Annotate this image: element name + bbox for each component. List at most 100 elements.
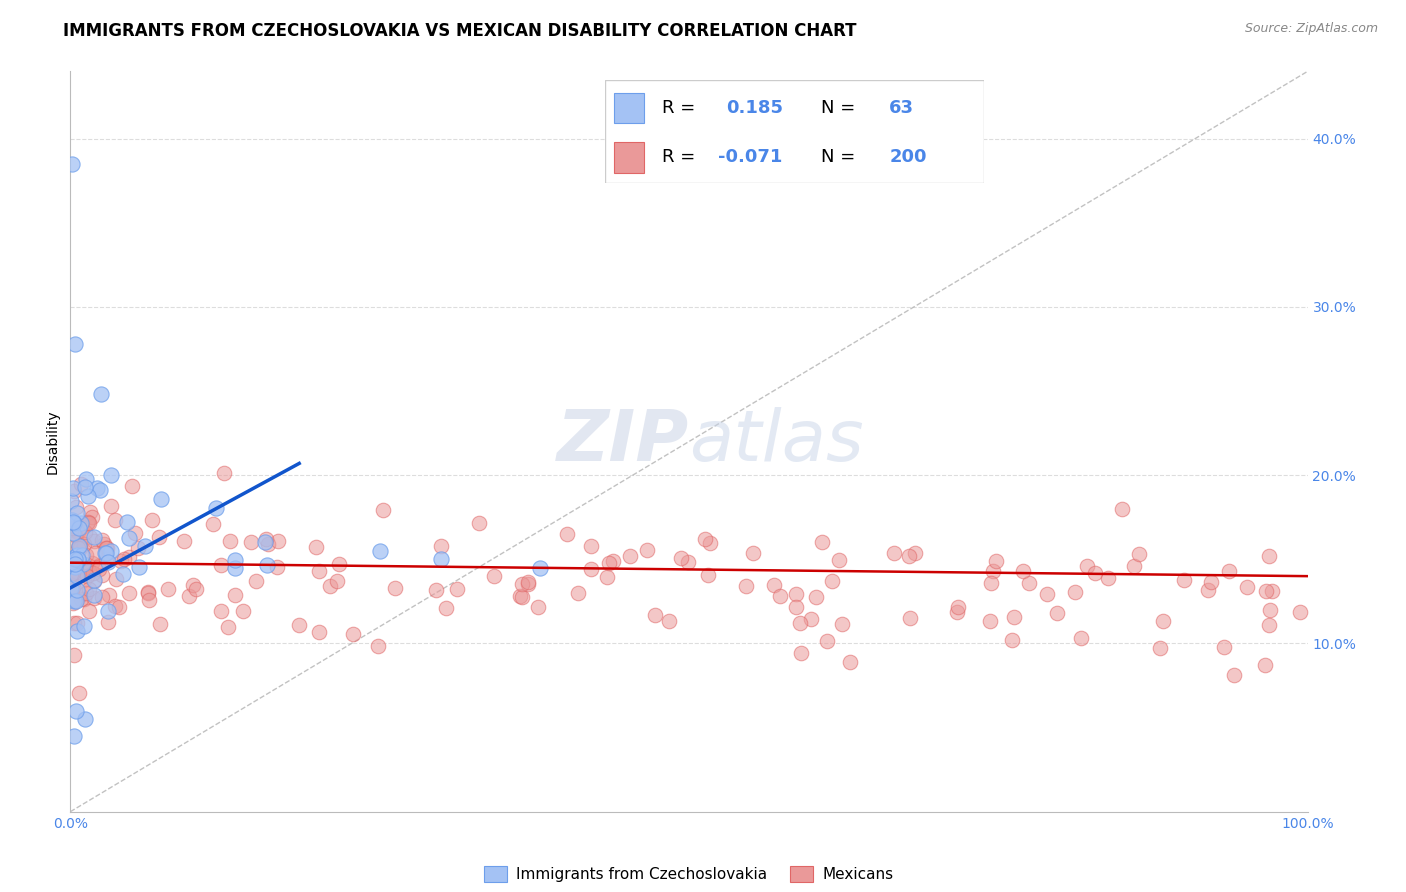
Point [517,576,540,591]
Point [70,548,93,562]
Point [83,588,105,602]
Point [104,513,127,527]
Point [1001,632,1024,647]
Point [83,574,105,588]
Point [66,615,89,630]
Point [60,513,83,527]
Point [66,554,89,568]
Point [1254,657,1277,672]
Point [82,566,104,580]
Point [66,552,89,566]
Point [596,570,619,584]
Point [86,481,108,495]
Point [1070,631,1092,645]
Point [1046,606,1069,620]
Point [1173,574,1195,588]
Point [256,558,278,572]
Point [73,559,96,574]
Point [128,559,150,574]
Point [598,556,620,570]
Point [579,539,602,553]
Point [62,594,84,608]
Text: -0.071: -0.071 [718,148,783,166]
Point [149,617,172,632]
Point [434,600,457,615]
Point [75,586,97,600]
Text: R =: R = [662,148,695,166]
Point [181,578,204,592]
Point [527,600,550,615]
Point [80,510,103,524]
Point [66,582,89,597]
Point [529,560,551,574]
Point [83,530,105,544]
Point [60,533,83,548]
Point [108,600,131,615]
Point [104,573,127,587]
Point [63,528,86,542]
Point [59,582,82,596]
Point [946,599,969,614]
Point [60,573,83,587]
Point [63,516,86,530]
Point [256,537,278,551]
Point [60,524,83,538]
Point [636,543,658,558]
Point [73,537,96,551]
Point [266,559,288,574]
Point [75,472,97,486]
Point [149,491,172,506]
Point [60,551,83,566]
Point [97,615,120,629]
Point [66,541,89,555]
Point [115,515,138,529]
Point [811,534,834,549]
Point [209,604,232,618]
Point [217,620,239,634]
Point [90,387,112,401]
Point [134,539,156,553]
Point [945,605,967,619]
Point [699,536,721,550]
Point [763,577,786,591]
Point [66,568,89,582]
Point [1289,605,1312,619]
Point [467,516,489,531]
Point [1260,584,1282,599]
Point [148,530,170,544]
Point [219,533,242,548]
Point [97,604,120,618]
Point [512,590,534,604]
Text: N =: N = [821,99,855,117]
Point [446,582,468,596]
Point [986,553,1008,567]
Text: atlas: atlas [689,407,863,476]
Point [79,530,101,544]
Legend: Immigrants from Czechoslovakia, Mexicans: Immigrants from Czechoslovakia, Mexicans [478,860,900,888]
Point [509,589,531,603]
Point [110,554,132,568]
Point [73,525,96,540]
Point [62,559,84,574]
FancyBboxPatch shape [614,93,644,123]
Point [741,546,763,560]
Point [697,568,720,582]
Point [89,558,111,572]
Point [644,608,666,623]
Point [1018,576,1040,591]
Point [66,525,89,540]
Point [60,521,83,535]
Point [1258,603,1281,617]
Point [103,599,125,613]
Point [62,484,84,499]
Point [567,586,589,600]
Point [1197,582,1219,597]
Point [62,526,84,541]
Point [1153,615,1175,629]
Point [136,584,159,599]
Point [94,551,117,566]
Point [69,539,91,553]
Point [59,556,82,570]
Point [1076,558,1098,573]
Text: R =: R = [662,99,695,117]
